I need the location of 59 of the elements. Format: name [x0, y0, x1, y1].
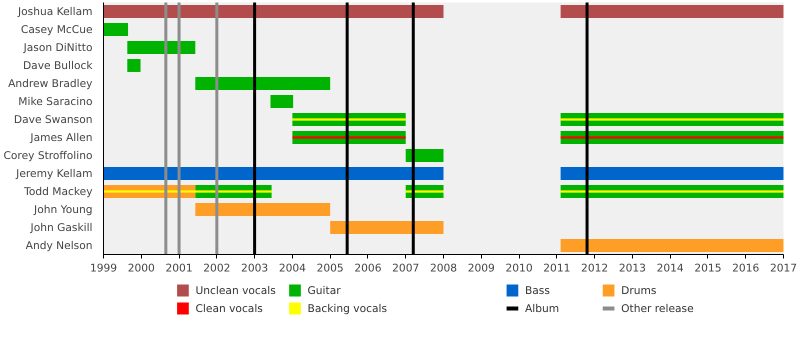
bar: [560, 118, 784, 121]
y-tick-label: Andy Nelson: [26, 239, 93, 252]
bar: [104, 167, 444, 180]
x-tick-label: 2004: [278, 262, 306, 274]
x-tick-label: 2015: [694, 262, 722, 274]
bar: [270, 95, 294, 108]
bar: [560, 167, 784, 180]
y-tick-label: Joshua Kellam: [17, 5, 92, 18]
legend-label: Album: [524, 302, 560, 315]
x-tick-label: 2012: [581, 262, 608, 274]
bar: [195, 203, 330, 216]
y-tick-label: Andrew Bradley: [8, 77, 93, 90]
x-tick-label: 2007: [392, 262, 420, 274]
legend-label: Other release: [621, 302, 694, 315]
x-tick-label: 2002: [203, 262, 230, 274]
x-tick-label: 2008: [430, 262, 458, 274]
bar: [104, 5, 444, 18]
y-tick-label: Jeremy Kellam: [15, 167, 93, 180]
bar: [292, 118, 406, 121]
bar: [560, 5, 784, 18]
legend-label: Drums: [621, 284, 657, 297]
y-tick-label: Dave Swanson: [14, 113, 93, 126]
x-tick-label: 2017: [770, 262, 798, 274]
x-tick-label: 2003: [241, 262, 268, 274]
x-tick-label: 2010: [505, 262, 533, 274]
legend-label: Unclean vocals: [195, 284, 276, 297]
bar: [104, 23, 128, 36]
bar: [127, 59, 141, 72]
legend-label: Guitar: [308, 284, 342, 297]
y-tick-label: John Gaskill: [30, 221, 93, 234]
y-tick-label: Todd Mackey: [23, 185, 93, 198]
x-tick-label: 2013: [618, 262, 646, 274]
y-tick-label: Corey Stroffolino: [3, 149, 93, 162]
x-tick-label: 2016: [732, 262, 760, 274]
x-tick-label: 2009: [468, 262, 496, 274]
y-tick-label: James Allen: [29, 131, 93, 144]
bar: [127, 41, 196, 54]
bar: [560, 239, 784, 252]
bar: [560, 136, 784, 139]
legend-label: Backing vocals: [308, 302, 388, 315]
legend-label: Bass: [524, 284, 550, 297]
y-tick-label: Mike Saracino: [18, 95, 93, 108]
x-tick-label: 2006: [354, 262, 382, 274]
x-tick-label: 2001: [165, 262, 193, 274]
y-tick-label: Dave Bullock: [22, 59, 94, 72]
bar: [330, 221, 444, 234]
x-tick-label: 2000: [128, 262, 156, 274]
bar: [292, 136, 406, 139]
bar: [406, 149, 444, 162]
y-tick-label: Jason DiNitto: [22, 41, 93, 54]
bar: [560, 190, 784, 193]
x-tick-label: 2014: [656, 262, 684, 274]
bar: [195, 77, 330, 90]
y-tick-label: Casey McCue: [20, 23, 92, 36]
x-tick-label: 2005: [316, 262, 344, 274]
legend-label: Clean vocals: [195, 302, 264, 315]
y-tick-label: John Young: [33, 203, 93, 216]
x-tick-label: 1999: [90, 262, 118, 274]
x-tick-label: 2011: [543, 262, 570, 274]
